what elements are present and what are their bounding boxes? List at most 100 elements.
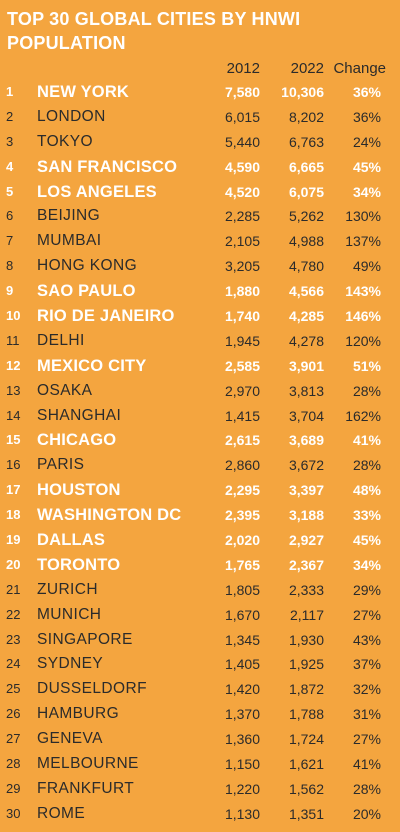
city-name-cell: PARIS [37, 456, 85, 474]
city-name-cell: WASHINGTON DC [37, 506, 182, 525]
change-cell: 130% [345, 208, 381, 225]
change-cell: 33% [352, 507, 381, 524]
value-2022-cell: 6,665 [288, 158, 324, 175]
change-cell: 31% [352, 706, 381, 723]
rank-cell: 22 [6, 606, 21, 622]
city-name-cell: LONDON [37, 107, 106, 125]
value-2022-cell: 2,367 [288, 556, 324, 573]
rank-cell: 16 [6, 457, 21, 473]
change-cell: 20% [352, 805, 381, 822]
value-2022-cell: 2,927 [288, 532, 324, 549]
rank-cell: 1 [6, 84, 14, 99]
city-name-cell: HOUSTON [37, 481, 121, 500]
value-2022-cell: 2,117 [290, 606, 324, 623]
table-row: 15 CHICAGO 2,615 3,689 41% [0, 428, 400, 453]
value-2012-cell: 2,585 [224, 357, 260, 374]
value-2012-cell: 1,130 [224, 805, 260, 822]
value-2012-cell: 7,580 [224, 84, 260, 100]
value-2012-cell: 2,970 [224, 382, 260, 399]
table-row: 29 FRANKFURT 1,220 1,562 28% [0, 777, 400, 802]
table-row: 18 WASHINGTON DC 2,395 3,188 33% [0, 503, 400, 528]
table-row: 23 SINGAPORE 1,345 1,930 43% [0, 628, 400, 653]
table-row: 10 RIO DE JANEIRO 1,740 4,285 146% [0, 304, 400, 329]
change-cell: 162% [345, 407, 381, 424]
rank-cell: 27 [6, 731, 21, 747]
table-row: 12 MEXICO CITY 2,585 3,901 51% [0, 354, 400, 379]
change-cell: 37% [352, 656, 381, 673]
value-2012-cell: 2,285 [224, 208, 260, 225]
change-cell: 143% [345, 283, 381, 300]
change-cell: 41% [352, 432, 381, 449]
table-row: 27 GENEVA 1,360 1,724 27% [0, 727, 400, 752]
change-cell: 34% [352, 183, 381, 200]
value-2022-cell: 1,872 [288, 681, 324, 698]
rank-cell: 15 [6, 432, 21, 448]
city-name-cell: DUSSELDORF [37, 680, 147, 698]
value-2012-cell: 1,740 [224, 308, 260, 325]
city-name-cell: ZURICH [37, 580, 98, 598]
value-2022-cell: 10,306 [281, 84, 324, 100]
value-2012-cell: 5,440 [224, 133, 260, 150]
rank-cell: 18 [6, 507, 21, 523]
value-2012-cell: 2,295 [224, 482, 260, 499]
city-name-cell: GENEVA [37, 730, 103, 748]
value-2022-cell: 3,901 [288, 357, 324, 374]
table-row: 11 DELHI 1,945 4,278 120% [0, 329, 400, 354]
rank-cell: 19 [6, 532, 21, 548]
city-name-cell: NEW YORK [37, 83, 130, 101]
rank-cell: 30 [6, 805, 21, 821]
table-row: 4 SAN FRANCISCO 4,590 6,665 45% [0, 155, 400, 180]
table-row: 19 DALLAS 2,020 2,927 45% [0, 528, 400, 553]
value-2022-cell: 4,780 [288, 258, 324, 275]
value-2022-cell: 6,075 [288, 183, 324, 200]
table-row: 7 MUMBAI 2,105 4,988 137% [0, 229, 400, 254]
value-2012-cell: 2,860 [224, 457, 260, 474]
value-2012-cell: 1,360 [224, 731, 260, 748]
change-cell: 32% [352, 681, 381, 698]
city-name-cell: RIO DE JANEIRO [37, 307, 175, 326]
change-cell: 43% [352, 631, 381, 648]
value-2022-cell: 8,202 [288, 108, 324, 125]
change-cell: 27% [352, 606, 381, 623]
rank-cell: 21 [6, 581, 21, 597]
city-name-cell: DELHI [37, 331, 85, 349]
value-2012-cell: 4,590 [224, 158, 260, 175]
value-2022-cell: 1,925 [288, 656, 324, 673]
value-2012-cell: 1,220 [224, 780, 260, 797]
value-2012-cell: 1,150 [224, 756, 260, 773]
value-2012-cell: 1,670 [224, 606, 260, 623]
value-2022-cell: 3,813 [288, 382, 324, 399]
table-row: 25 DUSSELDORF 1,420 1,872 32% [0, 677, 400, 702]
table-row: 6 BEIJING 2,285 5,262 130% [0, 204, 400, 229]
city-name-cell: OSAKA [37, 381, 93, 399]
value-2022-cell: 1,351 [288, 805, 324, 822]
change-cell: 27% [352, 731, 381, 748]
change-cell: 36% [352, 108, 381, 125]
change-cell: 137% [345, 233, 381, 250]
rank-cell: 3 [6, 133, 14, 149]
rank-cell: 11 [6, 332, 20, 348]
value-2012-cell: 2,615 [224, 432, 260, 449]
rank-cell: 28 [6, 756, 21, 772]
value-2022-cell: 4,566 [288, 283, 324, 300]
change-cell: 49% [352, 258, 381, 275]
value-2022-cell: 6,763 [288, 133, 324, 150]
value-2022-cell: 1,621 [288, 756, 324, 773]
change-cell: 28% [352, 457, 381, 474]
city-name-cell: SYDNEY [37, 655, 104, 673]
value-2022-cell: 1,724 [288, 731, 324, 748]
value-2022-cell: 3,188 [288, 507, 324, 524]
city-name-cell: TOKYO [37, 132, 93, 150]
city-name-cell: HONG KONG [37, 257, 138, 275]
value-2012-cell: 1,805 [224, 581, 260, 598]
value-2012-cell: 2,105 [224, 233, 260, 250]
table-row: 28 MELBOURNE 1,150 1,621 41% [0, 752, 400, 777]
table-row: 1 NEW YORK 7,580 10,306 36% [0, 80, 400, 105]
value-2022-cell: 1,562 [288, 780, 324, 797]
city-name-cell: SHANGHAI [37, 406, 122, 424]
rank-cell: 24 [6, 656, 21, 672]
cities-table: 1 NEW YORK 7,580 10,306 36% 2 LONDON 6,015 8,202… [0, 80, 400, 827]
rank-cell: 6 [6, 208, 14, 224]
value-2012-cell: 6,015 [224, 108, 260, 125]
rank-cell: 23 [6, 631, 21, 647]
